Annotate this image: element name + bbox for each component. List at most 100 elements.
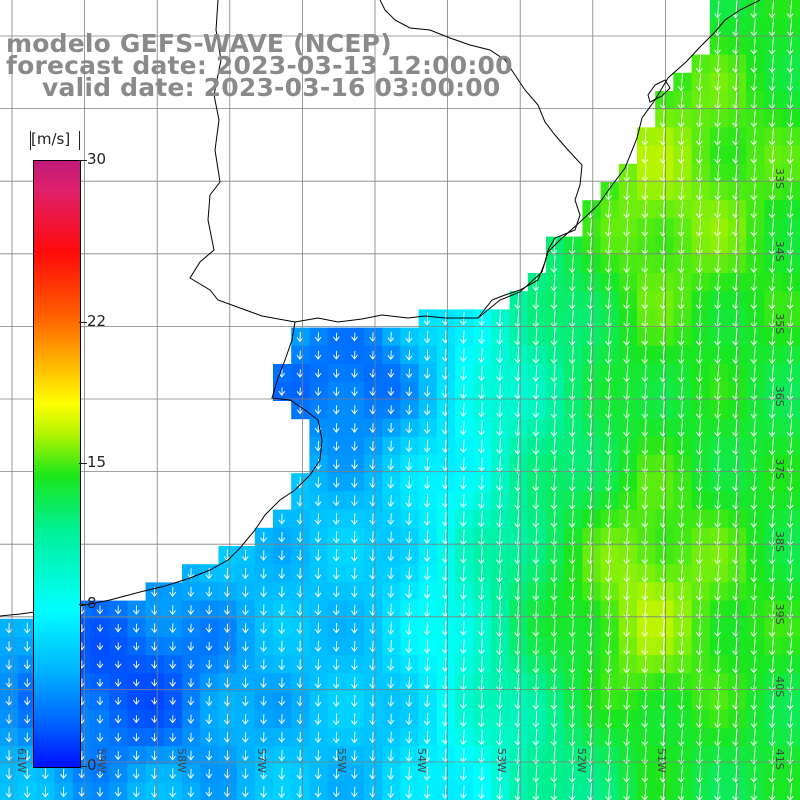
wind-arrow — [586, 309, 594, 328]
wind-cell — [473, 364, 492, 383]
wind-arrow — [205, 714, 213, 725]
wind-cell — [254, 764, 274, 784]
wind-arrow — [241, 713, 249, 725]
wind-arrow — [623, 182, 630, 201]
wind-cell — [436, 455, 456, 474]
wind-cell — [491, 309, 511, 329]
wind-arrow — [423, 475, 431, 490]
wind-arrow — [641, 146, 649, 164]
wind-cell — [182, 655, 201, 674]
wind-arrow — [5, 659, 13, 670]
wind-arrow — [496, 365, 503, 382]
wind-arrow — [459, 511, 467, 527]
wind-arrow — [605, 182, 612, 201]
wind-arrow — [786, 328, 794, 346]
wind-cell — [746, 218, 765, 238]
wind-arrow — [750, 73, 758, 92]
wind-arrow — [641, 218, 649, 237]
wind-arrow — [532, 728, 540, 747]
wind-cell — [273, 728, 292, 747]
wind-arrow — [387, 549, 395, 562]
wind-arrow — [695, 564, 703, 583]
wind-cell — [527, 455, 547, 474]
wind-arrow — [296, 622, 304, 635]
wind-arrow — [169, 786, 176, 798]
wind-arrow — [96, 696, 104, 706]
wind-cell — [564, 600, 583, 620]
wind-arrow — [586, 746, 594, 765]
wind-arrow — [641, 601, 649, 619]
wind-arrow — [405, 531, 413, 544]
wind-cell — [509, 345, 529, 365]
wind-cell — [764, 728, 784, 747]
wind-cell — [364, 673, 383, 693]
wind-arrow — [332, 768, 340, 780]
wind-arrow — [695, 328, 703, 346]
wind-arrow — [695, 346, 703, 365]
wind-arrow — [623, 655, 630, 674]
wind-cell — [582, 218, 602, 238]
wind-arrow — [96, 732, 104, 743]
wind-arrow — [332, 405, 340, 415]
wind-arrow — [550, 546, 558, 565]
wind-arrow — [750, 473, 758, 492]
wind-arrow — [568, 692, 576, 710]
wind-arrow — [750, 764, 758, 783]
wind-arrow — [714, 36, 721, 55]
wind-cell — [418, 637, 438, 656]
wind-arrow — [296, 476, 304, 489]
wind-arrow — [586, 273, 594, 292]
wind-arrow — [750, 400, 758, 419]
wind-cell — [455, 436, 474, 456]
wind-cell — [473, 728, 492, 747]
wind-arrow — [550, 473, 558, 492]
wind-arrow — [78, 769, 86, 779]
wind-arrow — [786, 346, 794, 365]
colorbar-tick-label: 22 — [87, 311, 107, 330]
wind-cell — [728, 618, 747, 638]
longitude-labels: 61W 59W 58W 57W 55W 54W 53W 52W 51W — [15, 748, 668, 773]
wind-arrow — [514, 692, 522, 710]
wind-arrow — [132, 642, 140, 651]
wind-cell — [291, 764, 310, 784]
wind-cell — [728, 200, 747, 219]
wind-arrow — [351, 640, 358, 652]
wind-arrow — [750, 346, 758, 365]
wind-cell — [455, 509, 474, 529]
wind-cell — [400, 764, 420, 784]
wind-arrow — [41, 786, 49, 798]
wind-cell — [218, 746, 238, 765]
wind-arrow — [641, 764, 649, 783]
wind-cell — [546, 254, 565, 274]
wind-cell — [564, 455, 583, 474]
wind-cell — [382, 327, 401, 347]
wind-cell — [309, 709, 329, 729]
wind-arrow — [332, 676, 340, 689]
wind-arrow — [387, 387, 395, 397]
wind-cell — [582, 345, 602, 365]
wind-arrow — [223, 786, 231, 798]
wind-arrow — [586, 491, 594, 510]
wind-cell — [382, 673, 401, 693]
wind-arrow — [677, 619, 685, 638]
wind-cell — [473, 382, 492, 401]
wind-cell — [436, 491, 456, 511]
wind-cell — [436, 582, 456, 602]
wind-cell — [436, 345, 456, 365]
wind-cell — [291, 637, 310, 656]
wind-arrow — [532, 637, 540, 656]
wind-arrow — [423, 730, 431, 745]
wind-arrow — [423, 694, 431, 708]
wind-cell — [400, 582, 420, 602]
wind-arrow — [351, 441, 358, 452]
wind-cell — [764, 218, 784, 238]
wind-arrow — [768, 491, 776, 510]
wind-arrow — [132, 679, 140, 687]
wind-cell — [582, 291, 602, 310]
wind-cell — [473, 600, 492, 620]
wind-cell — [564, 673, 583, 693]
wind-arrow — [496, 710, 503, 728]
wind-cell — [418, 418, 438, 438]
wind-arrow — [514, 328, 521, 346]
wind-arrow — [786, 564, 794, 583]
